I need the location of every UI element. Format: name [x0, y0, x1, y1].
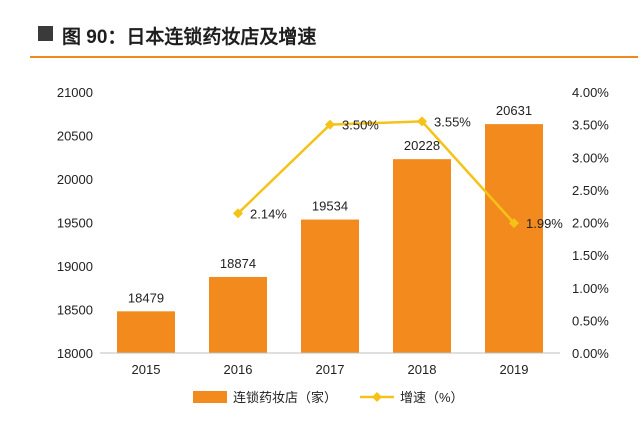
bar-value-label: 19534: [312, 199, 348, 214]
y-right-tick-label: 3.50%: [572, 118, 609, 133]
legend-bar-label: 连锁药妆店（家）: [233, 390, 337, 405]
y-left-tick-label: 18500: [57, 303, 93, 318]
title-divider: [30, 56, 638, 58]
y-right-tick-label: 2.50%: [572, 183, 609, 198]
growth-line: [237, 120, 515, 224]
legend-bar-swatch-icon: [193, 391, 227, 403]
bar: [209, 276, 267, 353]
bar: [117, 311, 175, 353]
bar-value-label: 18874: [220, 256, 256, 271]
x-tick-label: 2019: [500, 362, 529, 377]
y-left-tick-label: 20500: [57, 129, 93, 144]
growth-point-marker: [509, 218, 519, 229]
bar: [301, 219, 359, 353]
bar: [485, 124, 543, 353]
growth-point-marker: [233, 208, 243, 219]
x-tick-label: 2017: [316, 362, 345, 377]
growth-value-label: 3.50%: [342, 118, 379, 133]
bar-value-label: 18479: [128, 290, 164, 305]
y-right-tick-label: 1.50%: [572, 248, 609, 263]
x-tick-label: 2016: [224, 362, 253, 377]
bar-value-label: 20631: [496, 103, 532, 118]
y-left-tick-label: 19500: [57, 216, 93, 231]
growth-value-label: 2.14%: [250, 206, 287, 221]
y-left-tick-label: 21000: [57, 85, 93, 100]
chart-header: 图 90：日本连锁药妆店及增速: [0, 0, 641, 60]
x-tick-label: 2018: [408, 362, 437, 377]
legend-line-label: 增速（%）: [400, 390, 464, 405]
y-right-tick-label: 0.00%: [572, 346, 609, 361]
bar: [393, 159, 451, 353]
growth-value-label: 3.55%: [434, 114, 471, 129]
growth-point-marker: [325, 119, 335, 130]
y-left-tick-label: 20000: [57, 172, 93, 187]
growth-point-marker: [417, 116, 427, 127]
legend-line-marker-icon: [372, 392, 382, 402]
x-tick-label: 2015: [132, 362, 161, 377]
chart-title: 图 90：日本连锁药妆店及增速: [62, 27, 317, 48]
title-marker-icon: [38, 26, 53, 41]
y-right-tick-label: 1.00%: [572, 281, 609, 296]
growth-value-label: 1.99%: [526, 216, 563, 231]
y-right-tick-label: 0.50%: [572, 313, 609, 328]
y-right-tick-label: 4.00%: [572, 85, 609, 100]
y-left-tick-label: 19000: [57, 259, 93, 274]
y-right-tick-label: 2.00%: [572, 216, 609, 231]
y-left-tick-label: 18000: [57, 346, 93, 361]
bar-value-label: 20228: [404, 138, 440, 153]
y-right-tick-label: 3.00%: [572, 150, 609, 165]
